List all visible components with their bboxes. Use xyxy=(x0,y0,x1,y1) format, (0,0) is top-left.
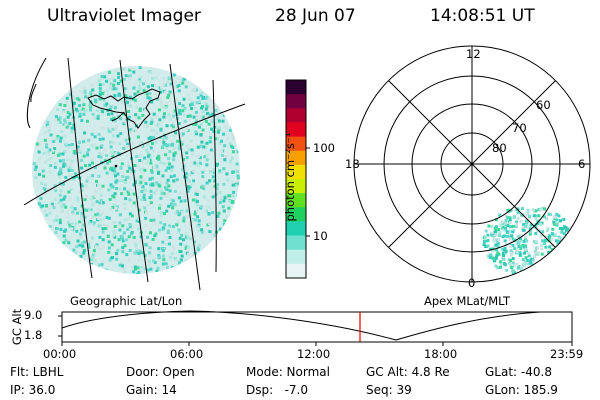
mlt-label-6: 6 xyxy=(578,157,586,171)
time-tick-0000: 00:00 xyxy=(43,347,77,361)
info-flt: Flt: LBHL xyxy=(10,365,64,379)
info-gc-alt: GC Alt: 4.8 Re xyxy=(366,365,450,379)
mlat-label-60: 60 xyxy=(536,98,551,112)
colorbar-tick-100: 100 xyxy=(313,141,335,155)
colorbar-band xyxy=(286,150,306,166)
colorbar-band xyxy=(286,207,306,222)
colorbar-tick-10: 10 xyxy=(313,229,328,243)
color-scale-bar xyxy=(286,80,306,279)
colorbar-band xyxy=(286,263,306,279)
time-label: 14:08:51 UT xyxy=(430,6,535,26)
info-seq: Seq: 39 xyxy=(366,383,412,397)
mlt-label-12: 12 xyxy=(466,47,481,61)
alt-tick-1.8: 1.8 xyxy=(24,328,43,342)
mlat-label-70: 70 xyxy=(512,121,527,135)
info-mode: Mode: Normal xyxy=(246,365,330,379)
info-glon: GLon: 185.9 xyxy=(485,383,558,397)
geographic-image xyxy=(32,66,240,274)
colorbar-band xyxy=(286,164,306,180)
colorbar-band xyxy=(286,221,306,237)
coastline-outline xyxy=(111,111,125,122)
colorbar-band xyxy=(286,235,306,251)
latlon-grid xyxy=(23,57,246,291)
mlt-label-0: 0 xyxy=(468,276,476,290)
info-gain: Gain: 14 xyxy=(126,383,177,397)
mlt-label-18: 18 xyxy=(345,157,360,171)
info-dsp: Dsp: -7.0 xyxy=(246,383,309,397)
info-door: Door: Open xyxy=(126,365,195,379)
coastline-outline xyxy=(87,88,161,129)
colorbar-band xyxy=(286,122,306,138)
time-tick-0600: 06:00 xyxy=(170,347,204,361)
date-label: 28 Jun 07 xyxy=(275,6,356,26)
apex-panel-label: Apex MLat/MLT xyxy=(424,294,511,308)
gc-alt-axis-label: GC Alt xyxy=(10,308,24,346)
altitude-plot xyxy=(58,310,573,346)
colorbar-band xyxy=(286,249,306,265)
colorbar-band xyxy=(286,179,306,194)
time-tick-2359: 23:59 xyxy=(550,347,584,361)
info-glat: GLat: -40.8 xyxy=(485,365,552,379)
colorbar-band xyxy=(286,193,306,208)
mlat-label-80: 80 xyxy=(492,141,507,155)
colorbar-band xyxy=(286,80,306,95)
instrument-title: Ultraviolet Imager xyxy=(47,6,201,26)
polar-plot xyxy=(353,45,591,283)
colorbar-band xyxy=(286,108,306,123)
colorbar-unit-label: photon cm⁻²s⁻¹ xyxy=(283,132,297,222)
geographic-panel-label: Geographic Lat/Lon xyxy=(70,294,183,308)
time-tick-1200: 12:00 xyxy=(297,347,331,361)
colorbar-band xyxy=(286,136,306,152)
alt-tick-9: 9.0 xyxy=(24,308,43,322)
time-tick-1800: 18:00 xyxy=(424,347,458,361)
info-ip: IP: 36.0 xyxy=(10,383,56,397)
colorbar-band xyxy=(286,94,306,109)
